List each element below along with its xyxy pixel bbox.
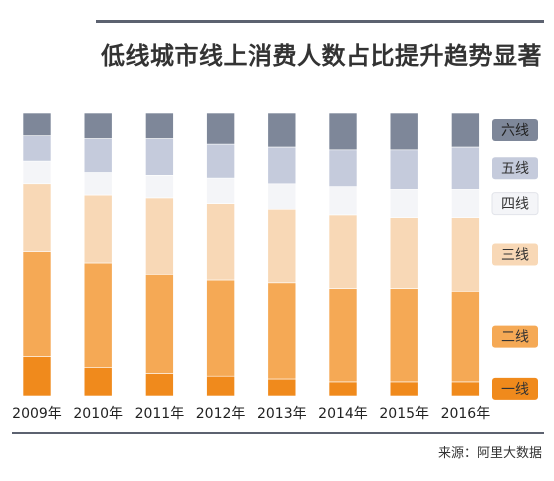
bar-segment-四线-2016年	[451, 189, 480, 218]
x-tick-label: 2016年	[441, 406, 491, 422]
bar-segment-六线-2013年	[267, 112, 297, 148]
bar-segment-五线-2012年	[206, 143, 235, 179]
bar-segment-五线-2013年	[267, 146, 297, 185]
bar-segment-五线-2015年	[389, 149, 419, 190]
bar-segment-三线-2016年	[451, 217, 480, 292]
legend-label-四线: 四线	[501, 197, 529, 213]
chart-title: 低线城市线上消费人数占比提升趋势显著	[101, 42, 542, 70]
bar-segment-四线-2013年	[267, 183, 297, 210]
legend-swatch-三线	[492, 243, 538, 266]
bar-segment-二线-2013年	[267, 282, 297, 380]
legend-swatch-六线	[492, 119, 538, 141]
bar-segment-一线-2011年	[145, 373, 174, 397]
legend-label-一线: 一线	[501, 382, 529, 398]
bar-segment-六线-2010年	[83, 112, 113, 139]
bar-segment-六线-2015年	[389, 112, 419, 151]
bottom-rule	[12, 432, 544, 434]
legend-label-五线: 五线	[501, 161, 529, 177]
bar-segment-三线-2014年	[328, 214, 358, 289]
bar-segment-四线-2009年	[22, 160, 52, 185]
legend-swatch-二线	[492, 325, 538, 348]
bar-segment-一线-2009年	[22, 356, 52, 397]
bar-segment-五线-2014年	[328, 149, 358, 187]
bar-segment-一线-2010年	[83, 367, 113, 397]
bar-segment-五线-2009年	[22, 135, 52, 162]
legend-swatch-四线	[491, 192, 539, 216]
x-tick-label: 2012年	[196, 406, 246, 422]
x-tick-label: 2009年	[12, 406, 62, 422]
bar-segment-六线-2009年	[22, 112, 52, 136]
bar-segment-一线-2012年	[206, 375, 235, 397]
bar-segment-六线-2012年	[206, 112, 235, 145]
bar-segment-四线-2015年	[389, 189, 419, 218]
legend-label-二线: 二线	[501, 330, 529, 346]
bar-segment-六线-2014年	[328, 112, 358, 151]
bar-segment-三线-2012年	[206, 203, 235, 281]
bar-segment-二线-2016年	[451, 290, 480, 383]
bar-segment-四线-2012年	[206, 177, 235, 204]
bar-segment-一线-2015年	[389, 381, 419, 397]
bar-segment-三线-2011年	[145, 197, 174, 275]
bar-segment-六线-2016年	[451, 112, 480, 148]
bar-segment-四线-2014年	[328, 186, 358, 216]
bar-segment-二线-2011年	[145, 273, 174, 374]
x-tick-label: 2011年	[135, 406, 185, 422]
legend-label-六线: 六线	[501, 123, 529, 139]
bar-segment-六线-2011年	[145, 112, 174, 139]
title-top-rule	[96, 20, 544, 23]
bar-segment-二线-2012年	[206, 279, 235, 377]
bar-segment-二线-2010年	[83, 262, 113, 368]
x-tick-label: 2013年	[257, 406, 307, 422]
x-tick-label: 2010年	[73, 406, 123, 422]
bar-segment-三线-2015年	[389, 217, 419, 289]
source-note: 来源：阿里大数据	[437, 446, 542, 461]
legend-label-三线: 三线	[501, 248, 529, 264]
bar-segment-三线-2010年	[83, 194, 113, 264]
bar-segment-一线-2016年	[451, 381, 480, 397]
legend-swatch-一线	[492, 377, 538, 400]
bar-segment-二线-2009年	[22, 251, 52, 357]
bar-segment-二线-2014年	[328, 288, 358, 383]
bar-segment-四线-2010年	[83, 172, 113, 196]
bar-segment-一线-2014年	[328, 381, 358, 397]
bar-segment-一线-2013年	[267, 378, 297, 397]
bar-segment-四线-2011年	[145, 175, 174, 199]
bar-segment-五线-2011年	[145, 138, 174, 176]
x-tick-label: 2015年	[379, 406, 429, 422]
x-tick-label: 2014年	[318, 406, 368, 422]
bar-segment-五线-2016年	[451, 146, 480, 190]
bar-segment-五线-2010年	[83, 138, 113, 173]
bar-segment-二线-2015年	[389, 288, 419, 383]
bar-segment-三线-2013年	[267, 208, 297, 284]
bar-segment-三线-2009年	[22, 183, 52, 253]
legend-swatch-五线	[492, 157, 538, 180]
